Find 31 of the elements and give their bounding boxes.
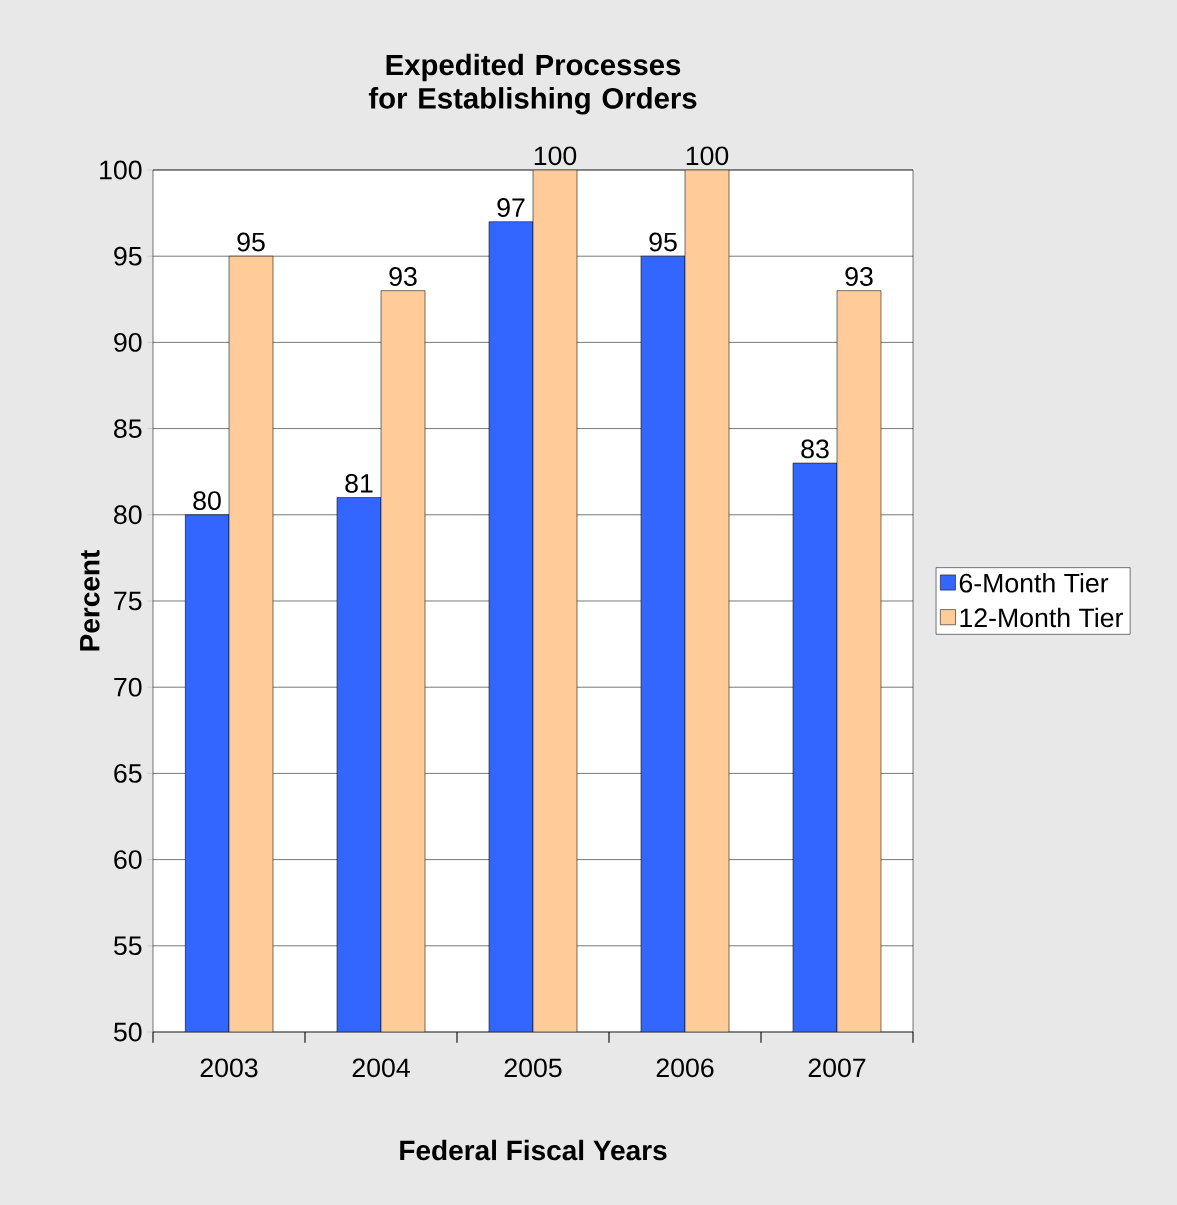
legend-label: 6-Month Tier [959,573,1109,593]
y-tick-label: 65 [114,763,142,783]
x-axis-title: Federal Fiscal Years [400,1139,667,1161]
y-tick-label: 75 [114,591,142,611]
x-tick-label: 2007 [808,1058,866,1078]
y-tick-label: 55 [114,936,142,956]
x-tick-label: 2004 [352,1058,410,1078]
data-label: 93 [389,267,417,286]
data-label: 95 [649,232,677,252]
data-label: 97 [497,198,525,217]
y-tick-label: 60 [114,850,142,870]
data-label: 100 [686,146,729,166]
y-tick-label: 100 [100,160,142,180]
y-tick-label: 70 [114,677,142,697]
x-tick-label: 2005 [504,1058,562,1078]
data-label: 81 [345,473,373,493]
y-axis-title: Percent [80,549,100,651]
legend-label: 12-Month Tier [960,607,1123,628]
chart-title: Expedited Processes for Establishing Orders [368,53,697,115]
data-label: 100 [534,146,577,166]
data-label: 80 [193,491,221,511]
y-tick-label: 90 [114,332,142,352]
x-tick-label: 2006 [656,1058,714,1078]
data-label: 83 [801,439,829,459]
y-tick-label: 80 [114,505,142,525]
y-tick-label: 50 [114,1022,142,1042]
y-tick-label: 85 [114,419,142,439]
data-label: 93 [845,267,873,286]
y-tick-label: 95 [114,246,142,266]
data-label: 95 [237,232,265,252]
x-tick-label: 2003 [200,1058,258,1078]
